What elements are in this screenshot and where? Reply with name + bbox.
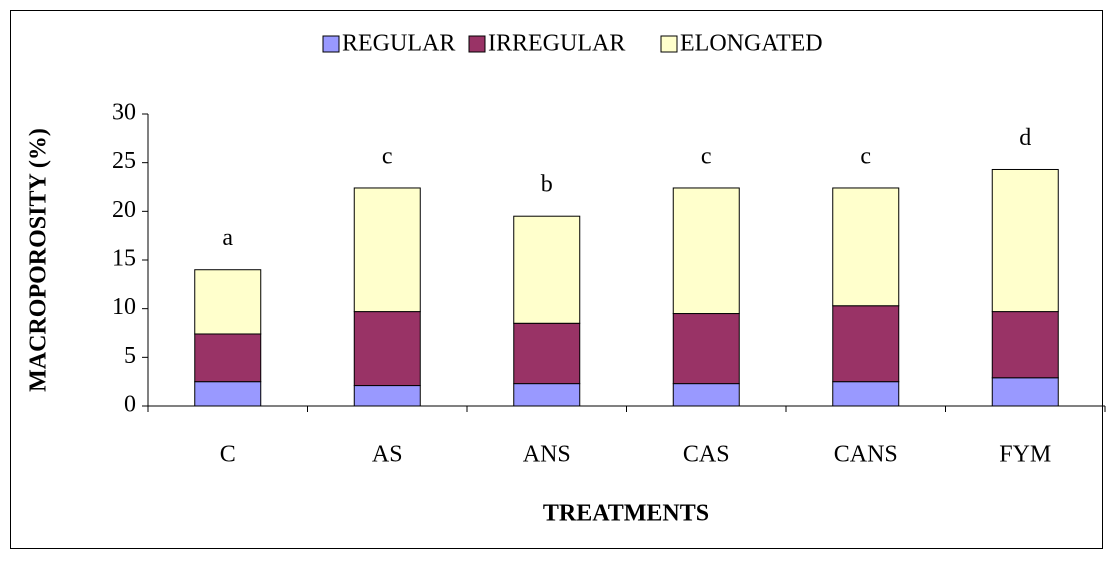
bar-segment: [353, 187, 421, 313]
bar-segment: [194, 381, 262, 407]
bar-segment: [513, 322, 581, 385]
bar-segment: [353, 385, 421, 407]
y-tick-label: 25: [112, 148, 136, 174]
y-tick-label: 20: [112, 197, 136, 223]
bar-segment: [513, 383, 581, 407]
bar-segment: [991, 377, 1059, 407]
x-tick-label: AS: [372, 442, 403, 468]
bar-segment: [194, 333, 262, 383]
bar-segment: [353, 311, 421, 387]
y-tick-label: 30: [112, 100, 136, 126]
bar-segment: [672, 187, 740, 315]
y-tick-label: 10: [112, 294, 136, 320]
legend-label: IRREGULAR: [488, 31, 625, 57]
bar-annotation: a: [222, 225, 233, 251]
x-axis-label: TREATMENTS: [543, 501, 709, 527]
bar-segment: [672, 313, 740, 385]
x-tick-label: ANS: [523, 442, 571, 468]
bar-segment: [832, 305, 900, 383]
x-tick-label: FYM: [999, 442, 1051, 468]
bar-annotation: c: [860, 143, 871, 169]
bar-annotation: c: [382, 143, 393, 169]
y-axis-label: MACROPOROSITY (%): [26, 128, 52, 392]
bar-annotation: c: [701, 143, 712, 169]
y-tick-label: 15: [112, 246, 136, 272]
legend-label: ELONGATED: [680, 31, 823, 57]
bar-segment: [832, 381, 900, 407]
bar-segment: [991, 311, 1059, 379]
bar-annotation: d: [1019, 125, 1031, 151]
y-tick-label: 0: [124, 392, 136, 418]
bar-annotation: b: [541, 172, 553, 198]
bar-segment: [991, 168, 1059, 313]
legend-swatch: [468, 35, 486, 53]
x-tick-label: CANS: [834, 442, 898, 468]
x-tick-label: CAS: [683, 442, 730, 468]
bar-segment: [672, 383, 740, 407]
y-tick-label: 5: [124, 343, 136, 369]
legend-swatch: [660, 35, 678, 53]
legend-label: REGULAR: [342, 31, 455, 57]
bar-segment: [194, 269, 262, 335]
x-tick-label: C: [220, 442, 236, 468]
bar-segment: [832, 187, 900, 307]
legend-swatch: [322, 35, 340, 53]
bar-segment: [513, 215, 581, 324]
